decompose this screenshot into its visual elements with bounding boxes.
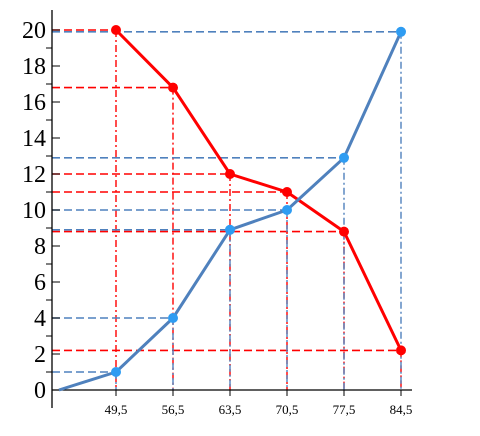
point-increasing-4 [339,152,349,163]
y-tick-label: 4 [34,306,46,332]
point-decreasing-1 [168,82,178,93]
y-tick-label: 10 [22,198,46,224]
point-increasing-5 [396,26,406,37]
x-tick-label: 56,5 [162,402,185,417]
x-tick-label: 84,5 [390,402,413,417]
data-points [111,25,406,377]
y-tick-label: 14 [22,126,46,152]
point-decreasing-2 [225,169,235,179]
x-tick-label: 63,5 [219,402,242,417]
series-line-decreasing [114,28,403,352]
x-tick-label: 70,5 [276,402,299,417]
x-tick-label: 49,5 [105,402,128,417]
y-tick-label: 16 [22,90,46,116]
y-tick-label: 20 [22,18,46,44]
guide-lines [52,29,402,390]
point-decreasing-4 [339,226,349,237]
x-tick-labels: 49,5 56,5 63,5 70,5 77,5 84,5 [105,402,413,417]
y-tick-label: 18 [22,54,46,80]
point-increasing-2 [225,224,235,235]
y-tick-label: 12 [22,162,46,188]
point-increasing-1 [168,313,178,323]
point-increasing-3 [282,205,292,215]
y-tick-label: 2 [34,342,46,368]
y-tick-label: 6 [34,270,46,296]
point-decreasing-0 [111,25,121,35]
point-decreasing-3 [282,187,292,197]
y-tick-label: 8 [34,234,46,260]
y-tick-label: 0 [34,378,46,404]
y-tick-labels: 0 2 4 6 8 10 12 14 16 18 20 [22,18,46,404]
x-tick-label: 77,5 [333,402,356,417]
axes [46,10,412,408]
point-decreasing-5 [396,345,406,356]
point-increasing-0 [111,367,121,377]
